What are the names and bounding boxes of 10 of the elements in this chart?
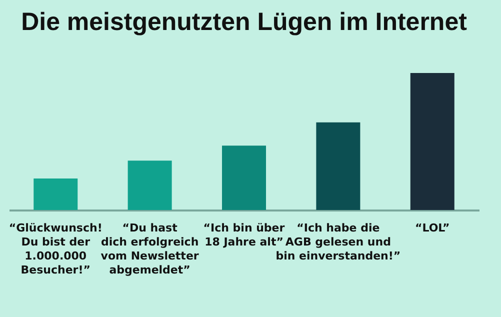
bar: [222, 146, 266, 210]
bar: [410, 73, 454, 210]
bar: [34, 178, 78, 210]
bar: [128, 160, 172, 210]
chart-title: Die meistgenutzten Lügen im Internet: [21, 8, 468, 36]
x-tick-label: “Ich bin über 18 Jahre alt”: [203, 222, 286, 248]
x-tick-label: “LOL”: [414, 222, 450, 234]
x-tick-label: “Glückwunsch! Du bist der 1.000.000 Besucher!”: [8, 222, 102, 276]
bar: [316, 122, 360, 210]
x-tick-label: “Du hast dich erfolgreich vom Newsletter abgemeldet”: [100, 222, 200, 276]
